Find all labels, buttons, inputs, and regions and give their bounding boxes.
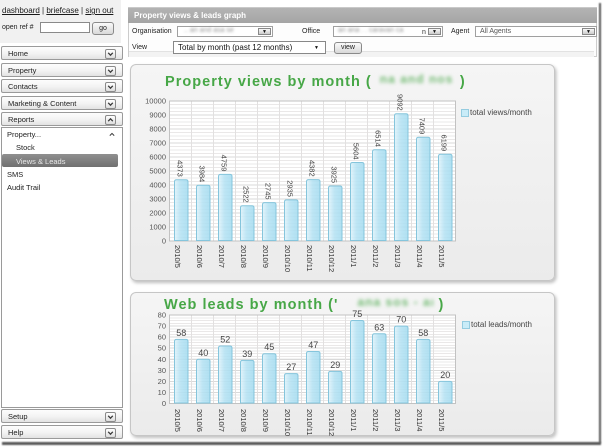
svg-text:2010/12: 2010/12 — [327, 409, 336, 436]
svg-text:2011/3: 2011/3 — [393, 245, 402, 267]
svg-text:29: 29 — [330, 360, 340, 370]
svg-text:2010/8: 2010/8 — [239, 245, 248, 268]
svg-text:2010/7: 2010/7 — [217, 409, 226, 432]
svg-text:63: 63 — [374, 322, 384, 332]
svg-text:58: 58 — [176, 328, 186, 338]
svg-text:47: 47 — [308, 340, 318, 350]
svg-text:2935: 2935 — [286, 180, 295, 197]
svg-text:2011/1: 2011/1 — [349, 409, 358, 431]
svg-text:70: 70 — [158, 322, 166, 331]
svg-text:10: 10 — [158, 388, 166, 397]
svg-text:2010/8: 2010/8 — [239, 409, 248, 432]
svg-text:2011/1: 2011/1 — [349, 245, 358, 267]
svg-text:1000: 1000 — [149, 223, 166, 232]
svg-text:9092: 9092 — [396, 94, 405, 111]
svg-text:70: 70 — [396, 315, 406, 325]
svg-text:0: 0 — [162, 237, 166, 246]
svg-text:4373: 4373 — [176, 160, 185, 177]
svg-text:10000: 10000 — [145, 97, 166, 106]
svg-text:9000: 9000 — [149, 111, 166, 120]
svg-text:3984: 3984 — [198, 166, 207, 183]
svg-text:75: 75 — [352, 309, 362, 319]
svg-text:6000: 6000 — [149, 153, 166, 162]
svg-text:2010/6: 2010/6 — [195, 409, 204, 432]
svg-text:4000: 4000 — [149, 181, 166, 190]
svg-text:5000: 5000 — [149, 167, 166, 176]
svg-text:5604: 5604 — [352, 143, 361, 160]
svg-text:2011/5: 2011/5 — [437, 245, 446, 267]
svg-text:2010/9: 2010/9 — [261, 409, 270, 432]
svg-text:4759: 4759 — [220, 155, 229, 172]
svg-text:2010/6: 2010/6 — [195, 245, 204, 268]
svg-text:2745: 2745 — [264, 183, 273, 200]
svg-text:2010/11: 2010/11 — [305, 409, 314, 436]
svg-text:2010/7: 2010/7 — [217, 245, 226, 268]
svg-text:39: 39 — [242, 349, 252, 359]
svg-text:27: 27 — [286, 362, 296, 372]
svg-text:20: 20 — [440, 370, 450, 380]
svg-text:40: 40 — [158, 355, 166, 364]
svg-text:80: 80 — [158, 311, 166, 320]
svg-text:2000: 2000 — [149, 209, 166, 218]
svg-text:2010/10: 2010/10 — [283, 409, 292, 436]
svg-text:2011/3: 2011/3 — [393, 409, 402, 431]
svg-text:0: 0 — [162, 399, 166, 408]
svg-text:2010/10: 2010/10 — [283, 245, 292, 272]
svg-text:50: 50 — [158, 344, 166, 353]
svg-text:2011/2: 2011/2 — [371, 409, 380, 431]
svg-text:45: 45 — [264, 342, 274, 352]
svg-text:2011/2: 2011/2 — [371, 245, 380, 267]
svg-text:2010/12: 2010/12 — [327, 245, 336, 272]
svg-text:2010/5: 2010/5 — [173, 409, 182, 432]
svg-text:3000: 3000 — [149, 195, 166, 204]
svg-text:2010/5: 2010/5 — [173, 245, 182, 268]
svg-text:6199: 6199 — [440, 135, 449, 152]
svg-text:8000: 8000 — [149, 125, 166, 134]
svg-text:20: 20 — [158, 377, 166, 386]
svg-text:2011/5: 2011/5 — [437, 409, 446, 431]
svg-text:60: 60 — [158, 333, 166, 342]
svg-text:2522: 2522 — [242, 186, 251, 203]
svg-text:3925: 3925 — [330, 166, 339, 183]
svg-text:4382: 4382 — [308, 160, 317, 177]
svg-text:7409: 7409 — [418, 118, 427, 135]
svg-text:40: 40 — [198, 348, 208, 358]
svg-text:2011/4: 2011/4 — [415, 245, 424, 267]
svg-text:7000: 7000 — [149, 139, 166, 148]
svg-text:52: 52 — [220, 334, 230, 344]
svg-text:58: 58 — [418, 328, 428, 338]
svg-text:2010/11: 2010/11 — [305, 245, 314, 272]
svg-text:30: 30 — [158, 366, 166, 375]
svg-text:2010/9: 2010/9 — [261, 245, 270, 268]
svg-text:6514: 6514 — [374, 130, 383, 147]
svg-text:2011/4: 2011/4 — [415, 409, 424, 431]
